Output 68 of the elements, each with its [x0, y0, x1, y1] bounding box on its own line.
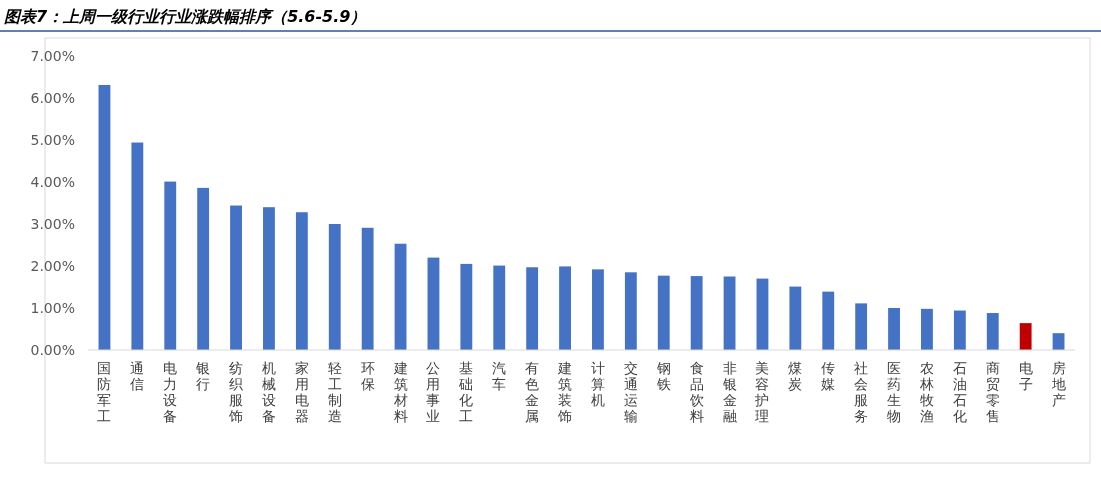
x-tick-label: 石油石化: [952, 360, 967, 424]
y-tick-label: 4.00%: [30, 174, 75, 190]
x-tick-label: 轻工制造: [327, 360, 342, 424]
bar: [624, 272, 637, 350]
y-tick-label: 7.00%: [30, 48, 75, 64]
x-tick-label: 电子: [1018, 360, 1033, 392]
bar: [592, 269, 604, 350]
bar: [361, 227, 374, 350]
bar: [526, 267, 539, 350]
bar: [230, 205, 242, 350]
x-tick-label: 汽车: [492, 360, 507, 392]
y-tick-label: 0.00%: [30, 342, 75, 358]
x-tick-label: 传媒: [821, 360, 836, 392]
x-tick-label: 通信: [130, 360, 145, 392]
bar: [986, 313, 999, 350]
y-tick-label: 6.00%: [30, 90, 75, 106]
x-tick-label: 电力设备: [163, 360, 178, 424]
x-tick-label: 机械设备: [261, 360, 276, 424]
x-tick-label: 医药生物: [887, 360, 902, 424]
bar: [690, 276, 703, 350]
x-tick-label: 食品饮料: [688, 360, 704, 424]
bar: [197, 187, 210, 350]
x-tick-label: 美容护理: [754, 360, 770, 424]
bar: [328, 224, 341, 350]
x-tick-label: 非银金融: [721, 360, 737, 424]
bar: [559, 266, 571, 350]
bar: [888, 308, 900, 350]
bar: [427, 257, 440, 350]
bar: [723, 276, 736, 350]
bar: [98, 84, 111, 350]
x-tick-label: 农林牧渔: [918, 360, 934, 424]
bar: [855, 303, 868, 350]
bar: [460, 263, 473, 350]
x-tick-label: 交通运输: [623, 360, 638, 424]
bar: [789, 286, 802, 350]
bar: [295, 212, 308, 350]
bar: [822, 291, 835, 350]
bar: [953, 310, 966, 350]
x-tick-label: 基础化工: [458, 360, 474, 424]
x-tick-label: 煤炭: [788, 360, 803, 392]
x-tick-label: 商贸零售: [985, 360, 1000, 424]
y-tick-label: 1.00%: [30, 300, 75, 316]
y-tick-label: 2.00%: [30, 258, 75, 274]
bar: [921, 308, 933, 350]
x-tick-label: 纺织服饰: [228, 360, 244, 424]
bar: [164, 181, 177, 350]
x-tick-label: 家用电器: [294, 360, 309, 424]
bar: [263, 207, 275, 350]
bar: [756, 278, 769, 350]
x-tick-label: 建筑材料: [392, 360, 408, 424]
bar: [131, 142, 144, 350]
y-tick-label: 5.00%: [30, 132, 75, 148]
x-tick-label: 有色金属: [525, 360, 540, 424]
x-tick-label: 计算机: [590, 360, 605, 408]
x-tick-label: 公用事业: [426, 360, 441, 424]
x-tick-label: 国防军工: [97, 360, 112, 424]
bar: [394, 243, 407, 350]
y-tick-label: 3.00%: [30, 216, 75, 232]
x-tick-label: 银行: [195, 360, 211, 392]
bar: [1019, 323, 1032, 350]
x-tick-label: 社会服务: [854, 360, 869, 424]
x-tick-label: 房地产: [1050, 360, 1066, 408]
x-tick-label: 钢铁: [655, 360, 671, 392]
chart-title: 图表7：上周一级行业行业涨跌幅排序（5.6-5.9）: [4, 7, 367, 26]
bar: [493, 265, 506, 350]
bar: [657, 275, 670, 350]
x-tick-label: 建筑装饰: [557, 360, 573, 424]
x-tick-label: 环保: [360, 360, 375, 392]
